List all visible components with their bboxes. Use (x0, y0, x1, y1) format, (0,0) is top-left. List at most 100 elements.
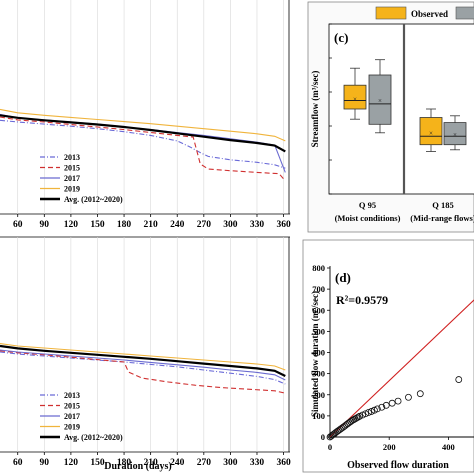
x-tick-label: 210 (144, 458, 159, 468)
panel-c: Observed (c) Streamflow (m³/sec) × × × × Q … (307, 1, 474, 233)
y-tick-label: 700 (312, 284, 325, 294)
legend-label: Avg. (2012~2020) (64, 195, 123, 204)
panel-b-x-axis-label: Duration (days) (104, 461, 172, 472)
x-tick-label: 210 (144, 220, 159, 230)
panel-a: 60 90 120 150 180 210 240 270 300 330 360 2013 2015… (0, 0, 291, 230)
scatter-point (362, 410, 369, 418)
reference-line-1to1 (329, 299, 474, 438)
scatter-point (365, 409, 372, 416)
legend-label: 2015 (64, 164, 80, 173)
x-tick-label: 90 (40, 220, 50, 230)
scatter-point (388, 399, 396, 407)
panel-c-y-axis-label: Streamflow (m³/sec) (310, 71, 320, 148)
x-tick-label: 330 (250, 458, 265, 468)
x-tick-label: 270 (197, 458, 212, 468)
scatter-point (416, 390, 424, 398)
x-tick-label: 120 (64, 458, 79, 468)
y-tick-label: 800 (312, 263, 325, 273)
scatter-point (378, 403, 386, 411)
legend-label: 2017 (64, 174, 80, 183)
series-line-2017 (0, 349, 286, 381)
x-tick-label: 150 (90, 458, 105, 468)
panel-d-r2-annotation: R²=0.9579 (336, 293, 388, 307)
box-observed-1: × (419, 108, 443, 152)
y-tick-label: 300 (312, 369, 325, 379)
y-tick-label: 500 (312, 326, 325, 336)
category-sublabel: (Mid-range flows) (410, 213, 474, 223)
legend-label: 2017 (64, 412, 80, 421)
x-tick-label: 330 (250, 220, 265, 230)
x-tick-label: 60 (13, 458, 23, 468)
legend-observed-label: Observed (411, 9, 448, 19)
scatter-point (359, 411, 366, 419)
x-tick-label: 360 (276, 458, 291, 468)
box-mean-marker: × (378, 97, 382, 105)
series-line-avg (0, 344, 286, 377)
scatter-point (394, 397, 402, 405)
y-tick-label: 400 (312, 348, 325, 358)
x-tick-label: 200 (383, 442, 396, 452)
x-tick-label: 240 (170, 458, 185, 468)
x-tick-label: 240 (170, 220, 185, 230)
legend-label: 2019 (64, 185, 80, 194)
series-line-2013 (0, 351, 286, 385)
scatter-point (368, 408, 375, 415)
scatter-point (405, 393, 412, 401)
series-line-2013 (0, 119, 286, 169)
series-line-2019 (0, 108, 286, 142)
x-tick-label: 180 (117, 220, 132, 230)
box-simulated-1: × (443, 115, 467, 151)
x-tick-label: 90 (40, 458, 50, 468)
panel-c-label: (c) (334, 30, 348, 45)
legend-label: 2013 (64, 153, 80, 162)
y-tick-label: 100 (312, 411, 325, 421)
x-tick-label: 120 (64, 220, 79, 230)
x-tick-label: 270 (197, 220, 212, 230)
x-tick-label: 150 (90, 220, 105, 230)
series-line-2015 (0, 116, 286, 182)
scatter-point (356, 412, 364, 420)
legend-label: 2019 (64, 423, 80, 432)
category-sublabel: (Moist conditions) (335, 213, 401, 223)
x-tick-label: 300 (223, 458, 238, 468)
box-mean-marker: × (353, 95, 357, 103)
series-line-2019 (0, 343, 286, 371)
scatter-point (382, 401, 390, 409)
box-body (343, 84, 367, 110)
panel-b: 60 90 120 150 180 210 240 270 300 330 360 2013 2015… (0, 236, 291, 472)
legend-observed-swatch (375, 6, 407, 20)
category-label: Q 95 (359, 200, 376, 210)
box-mean-marker: × (453, 131, 457, 139)
panel-d-y-axis-label: Simulated flow duration (m³/sec) (310, 291, 320, 417)
box-mean-marker: × (429, 129, 433, 137)
series-line-2015 (0, 350, 286, 394)
x-tick-label: 360 (276, 220, 291, 230)
box-body (443, 122, 467, 146)
scatter-point (370, 406, 378, 414)
x-tick-label: 180 (117, 458, 132, 468)
legend-label: 2013 (64, 391, 80, 400)
box-body (419, 117, 443, 146)
scatter-point (354, 413, 362, 421)
scatter-point (373, 405, 381, 413)
legend-simulated-swatch (455, 6, 474, 20)
panel-d: Simulated flow duration (m³/sec) 0 100 200… (302, 239, 474, 473)
scatter-point (455, 376, 463, 383)
panel-c-legend: Observed (375, 6, 474, 20)
panel-d-label: (d) (335, 270, 351, 285)
category-label: Q 185 (432, 200, 454, 210)
x-tick-label: 0 (328, 442, 332, 452)
y-tick-label: 0 (321, 432, 325, 442)
panel-d-x-axis-label: Observed flow duration (347, 460, 449, 471)
x-tick-label: 300 (223, 220, 238, 230)
box-body (368, 74, 392, 125)
y-tick-label: 200 (312, 390, 325, 400)
box-simulated-0: × (368, 59, 392, 134)
series-line-avg (0, 114, 286, 153)
box-observed-0: × (343, 67, 367, 120)
legend-label: Avg. (2012~2020) (64, 433, 123, 442)
x-tick-label: 60 (13, 220, 23, 230)
x-tick-label: 400 (442, 442, 455, 452)
y-tick-label: 600 (312, 305, 325, 315)
